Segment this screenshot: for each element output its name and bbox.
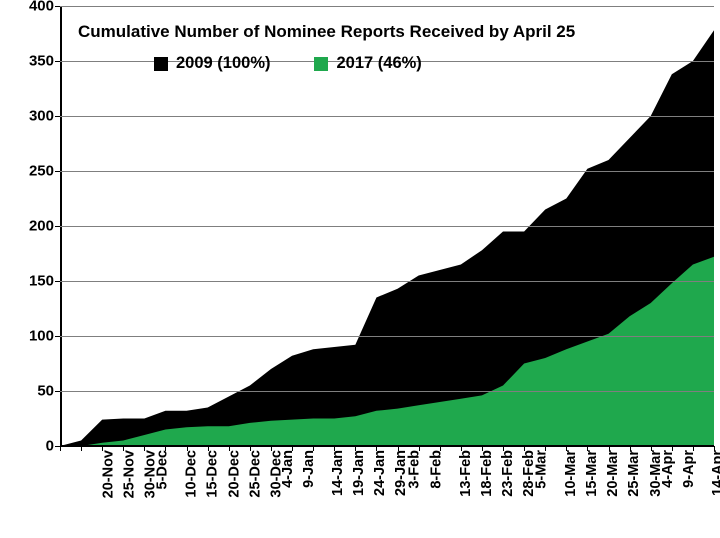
x-tick-mark — [144, 446, 145, 451]
x-tick-mark — [545, 446, 546, 451]
y-tick-label: 100 — [29, 328, 54, 345]
y-tick-mark — [55, 281, 60, 282]
x-tick-mark — [524, 446, 525, 451]
x-tick-mark — [672, 446, 673, 451]
y-tick-label: 0 — [46, 438, 54, 455]
x-tick-mark — [398, 446, 399, 451]
x-tick-mark — [313, 446, 314, 451]
x-tick-mark — [102, 446, 103, 451]
x-tick-mark — [440, 446, 441, 451]
x-tick-label: 25-Nov — [121, 450, 137, 498]
legend-swatch — [154, 57, 168, 71]
x-tick-label: 20-Mar — [605, 450, 621, 497]
x-tick-label: 5-Dec — [155, 450, 171, 490]
x-tick-label: 10-Mar — [563, 450, 579, 497]
x-tick-mark — [609, 446, 610, 451]
legend-swatch — [314, 57, 328, 71]
x-tick-label: 15-Dec — [205, 450, 221, 498]
x-tick-label: 14-Apr — [710, 450, 720, 496]
y-tick-mark — [55, 226, 60, 227]
x-tick-mark — [123, 446, 124, 451]
x-tick-mark — [81, 446, 82, 451]
x-tick-mark — [60, 446, 61, 451]
x-tick-label: 20-Nov — [100, 450, 116, 498]
y-tick-label: 250 — [29, 163, 54, 180]
x-tick-label: 15-Mar — [584, 450, 600, 497]
x-tick-label: 4-Apr — [659, 450, 675, 488]
x-tick-label: 5-Mar — [534, 450, 550, 489]
y-tick-mark — [55, 116, 60, 117]
x-tick-label: 25-Mar — [626, 450, 642, 497]
y-tick-label: 50 — [37, 383, 54, 400]
legend: 2009 (100%) 2017 (46%) — [154, 54, 422, 73]
x-tick-mark — [651, 446, 652, 451]
x-tick-mark — [187, 446, 188, 451]
y-axis: 050100150200250300350400 — [0, 6, 60, 446]
y-tick-mark — [55, 391, 60, 392]
x-tick-mark — [693, 446, 694, 451]
legend-item: 2017 (46%) — [314, 54, 421, 73]
x-tick-label: 3-Feb — [407, 450, 423, 489]
x-tick-label: 4-Jan — [280, 450, 296, 488]
x-tick-label: 14-Jan — [330, 450, 346, 496]
x-tick-label: 18-Feb — [478, 450, 494, 497]
legend-label: 2009 (100%) — [176, 54, 270, 73]
x-tick-label: 8-Feb — [428, 450, 444, 489]
x-tick-mark — [714, 446, 715, 451]
x-tick-mark — [271, 446, 272, 451]
x-tick-mark — [292, 446, 293, 451]
x-tick-mark — [503, 446, 504, 451]
y-tick-label: 350 — [29, 53, 54, 70]
y-tick-label: 400 — [29, 0, 54, 15]
x-tick-mark — [482, 446, 483, 451]
x-tick-label: 24-Jan — [372, 450, 388, 496]
legend-item: 2009 (100%) — [154, 54, 270, 73]
x-tick-mark — [376, 446, 377, 451]
gridline — [60, 171, 714, 172]
x-axis: 20-Nov25-Nov30-Nov5-Dec10-Dec15-Dec20-De… — [60, 446, 714, 536]
x-tick-label: 9-Apr — [681, 450, 697, 488]
x-tick-mark — [566, 446, 567, 451]
y-tick-mark — [55, 171, 60, 172]
x-tick-label: 19-Jan — [351, 450, 367, 496]
x-tick-label: 20-Dec — [226, 450, 242, 498]
gridline — [60, 391, 714, 392]
x-tick-label: 13-Feb — [457, 450, 473, 497]
gridline — [60, 116, 714, 117]
legend-label: 2017 (46%) — [336, 54, 421, 73]
gridline — [60, 226, 714, 227]
y-tick-mark — [55, 336, 60, 337]
x-tick-mark — [165, 446, 166, 451]
x-tick-mark — [208, 446, 209, 451]
chart-title: Cumulative Number of Nominee Reports Rec… — [78, 22, 575, 42]
x-tick-mark — [630, 446, 631, 451]
x-tick-label: 25-Dec — [247, 450, 263, 498]
y-tick-mark — [55, 61, 60, 62]
y-tick-mark — [55, 6, 60, 7]
gridline — [60, 6, 714, 7]
x-tick-mark — [229, 446, 230, 451]
x-tick-label: 10-Dec — [184, 450, 200, 498]
x-axis-line — [60, 445, 714, 447]
x-tick-mark — [461, 446, 462, 451]
x-tick-label: 23-Feb — [500, 450, 516, 497]
x-tick-mark — [250, 446, 251, 451]
y-tick-label: 200 — [29, 218, 54, 235]
gridline — [60, 336, 714, 337]
area-chart: 050100150200250300350400 20-Nov25-Nov30-… — [0, 0, 720, 538]
y-tick-label: 150 — [29, 273, 54, 290]
gridline — [60, 281, 714, 282]
x-tick-mark — [587, 446, 588, 451]
y-tick-label: 300 — [29, 108, 54, 125]
x-tick-mark — [355, 446, 356, 451]
x-tick-mark — [419, 446, 420, 451]
x-tick-label: 9-Jan — [301, 450, 317, 488]
x-tick-mark — [334, 446, 335, 451]
